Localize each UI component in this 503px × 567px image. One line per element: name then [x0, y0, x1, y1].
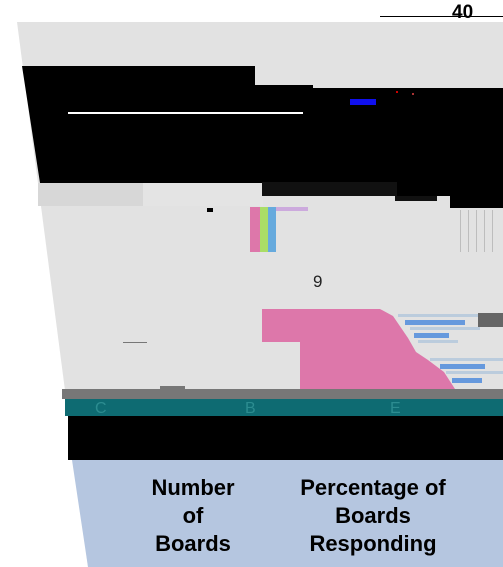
- step-blue: [452, 378, 482, 383]
- dark-bar: [262, 182, 397, 196]
- top-rule: [380, 16, 503, 17]
- step-blue: [440, 364, 485, 369]
- legend-line: Number: [151, 475, 235, 500]
- grid-line: [460, 210, 461, 252]
- legend-percentage-responding: Percentage of Boards Responding: [280, 474, 466, 558]
- legend-number-of-boards: Number of Boards: [133, 474, 253, 558]
- dark-bar: [395, 196, 437, 201]
- small-marker: [207, 208, 213, 212]
- figure-glyph: 9: [313, 272, 323, 291]
- teal-band: [65, 399, 503, 416]
- legend-line: Boards: [335, 503, 411, 528]
- legend-line: Boards: [155, 531, 231, 556]
- legend-line: Percentage of: [300, 475, 446, 500]
- white-rule: [68, 112, 303, 114]
- grid-line: [484, 210, 485, 252]
- axis-letter: B: [245, 400, 256, 417]
- axis-letter: C: [95, 400, 107, 417]
- dark-block: [478, 313, 503, 327]
- gray-strip: [143, 183, 263, 206]
- step-blue: [405, 320, 465, 325]
- small-dash: [123, 342, 147, 343]
- color-strip-green: [260, 207, 268, 252]
- step-light: [418, 340, 458, 343]
- blue-marker: [350, 99, 376, 105]
- step-light: [410, 327, 480, 330]
- legend-line: Responding: [309, 531, 437, 556]
- grid-line: [468, 210, 469, 252]
- red-marker: [412, 93, 414, 95]
- color-strip-top: [276, 207, 308, 211]
- page-number: 40: [452, 2, 474, 23]
- gray-band: [62, 389, 503, 399]
- step-light: [446, 371, 503, 374]
- color-strip-blue: [268, 207, 276, 252]
- black-band: [68, 416, 503, 460]
- legend-line: of: [182, 503, 204, 528]
- grid-line: [476, 210, 477, 252]
- color-strip-pink: [250, 207, 260, 252]
- band-slot: [160, 386, 185, 391]
- step-light: [430, 358, 503, 361]
- axis-letter: E: [390, 400, 401, 417]
- gray-strip: [38, 183, 143, 206]
- grid-line: [492, 210, 493, 252]
- step-light: [398, 314, 478, 317]
- red-marker: [396, 91, 398, 93]
- step-blue: [414, 333, 449, 338]
